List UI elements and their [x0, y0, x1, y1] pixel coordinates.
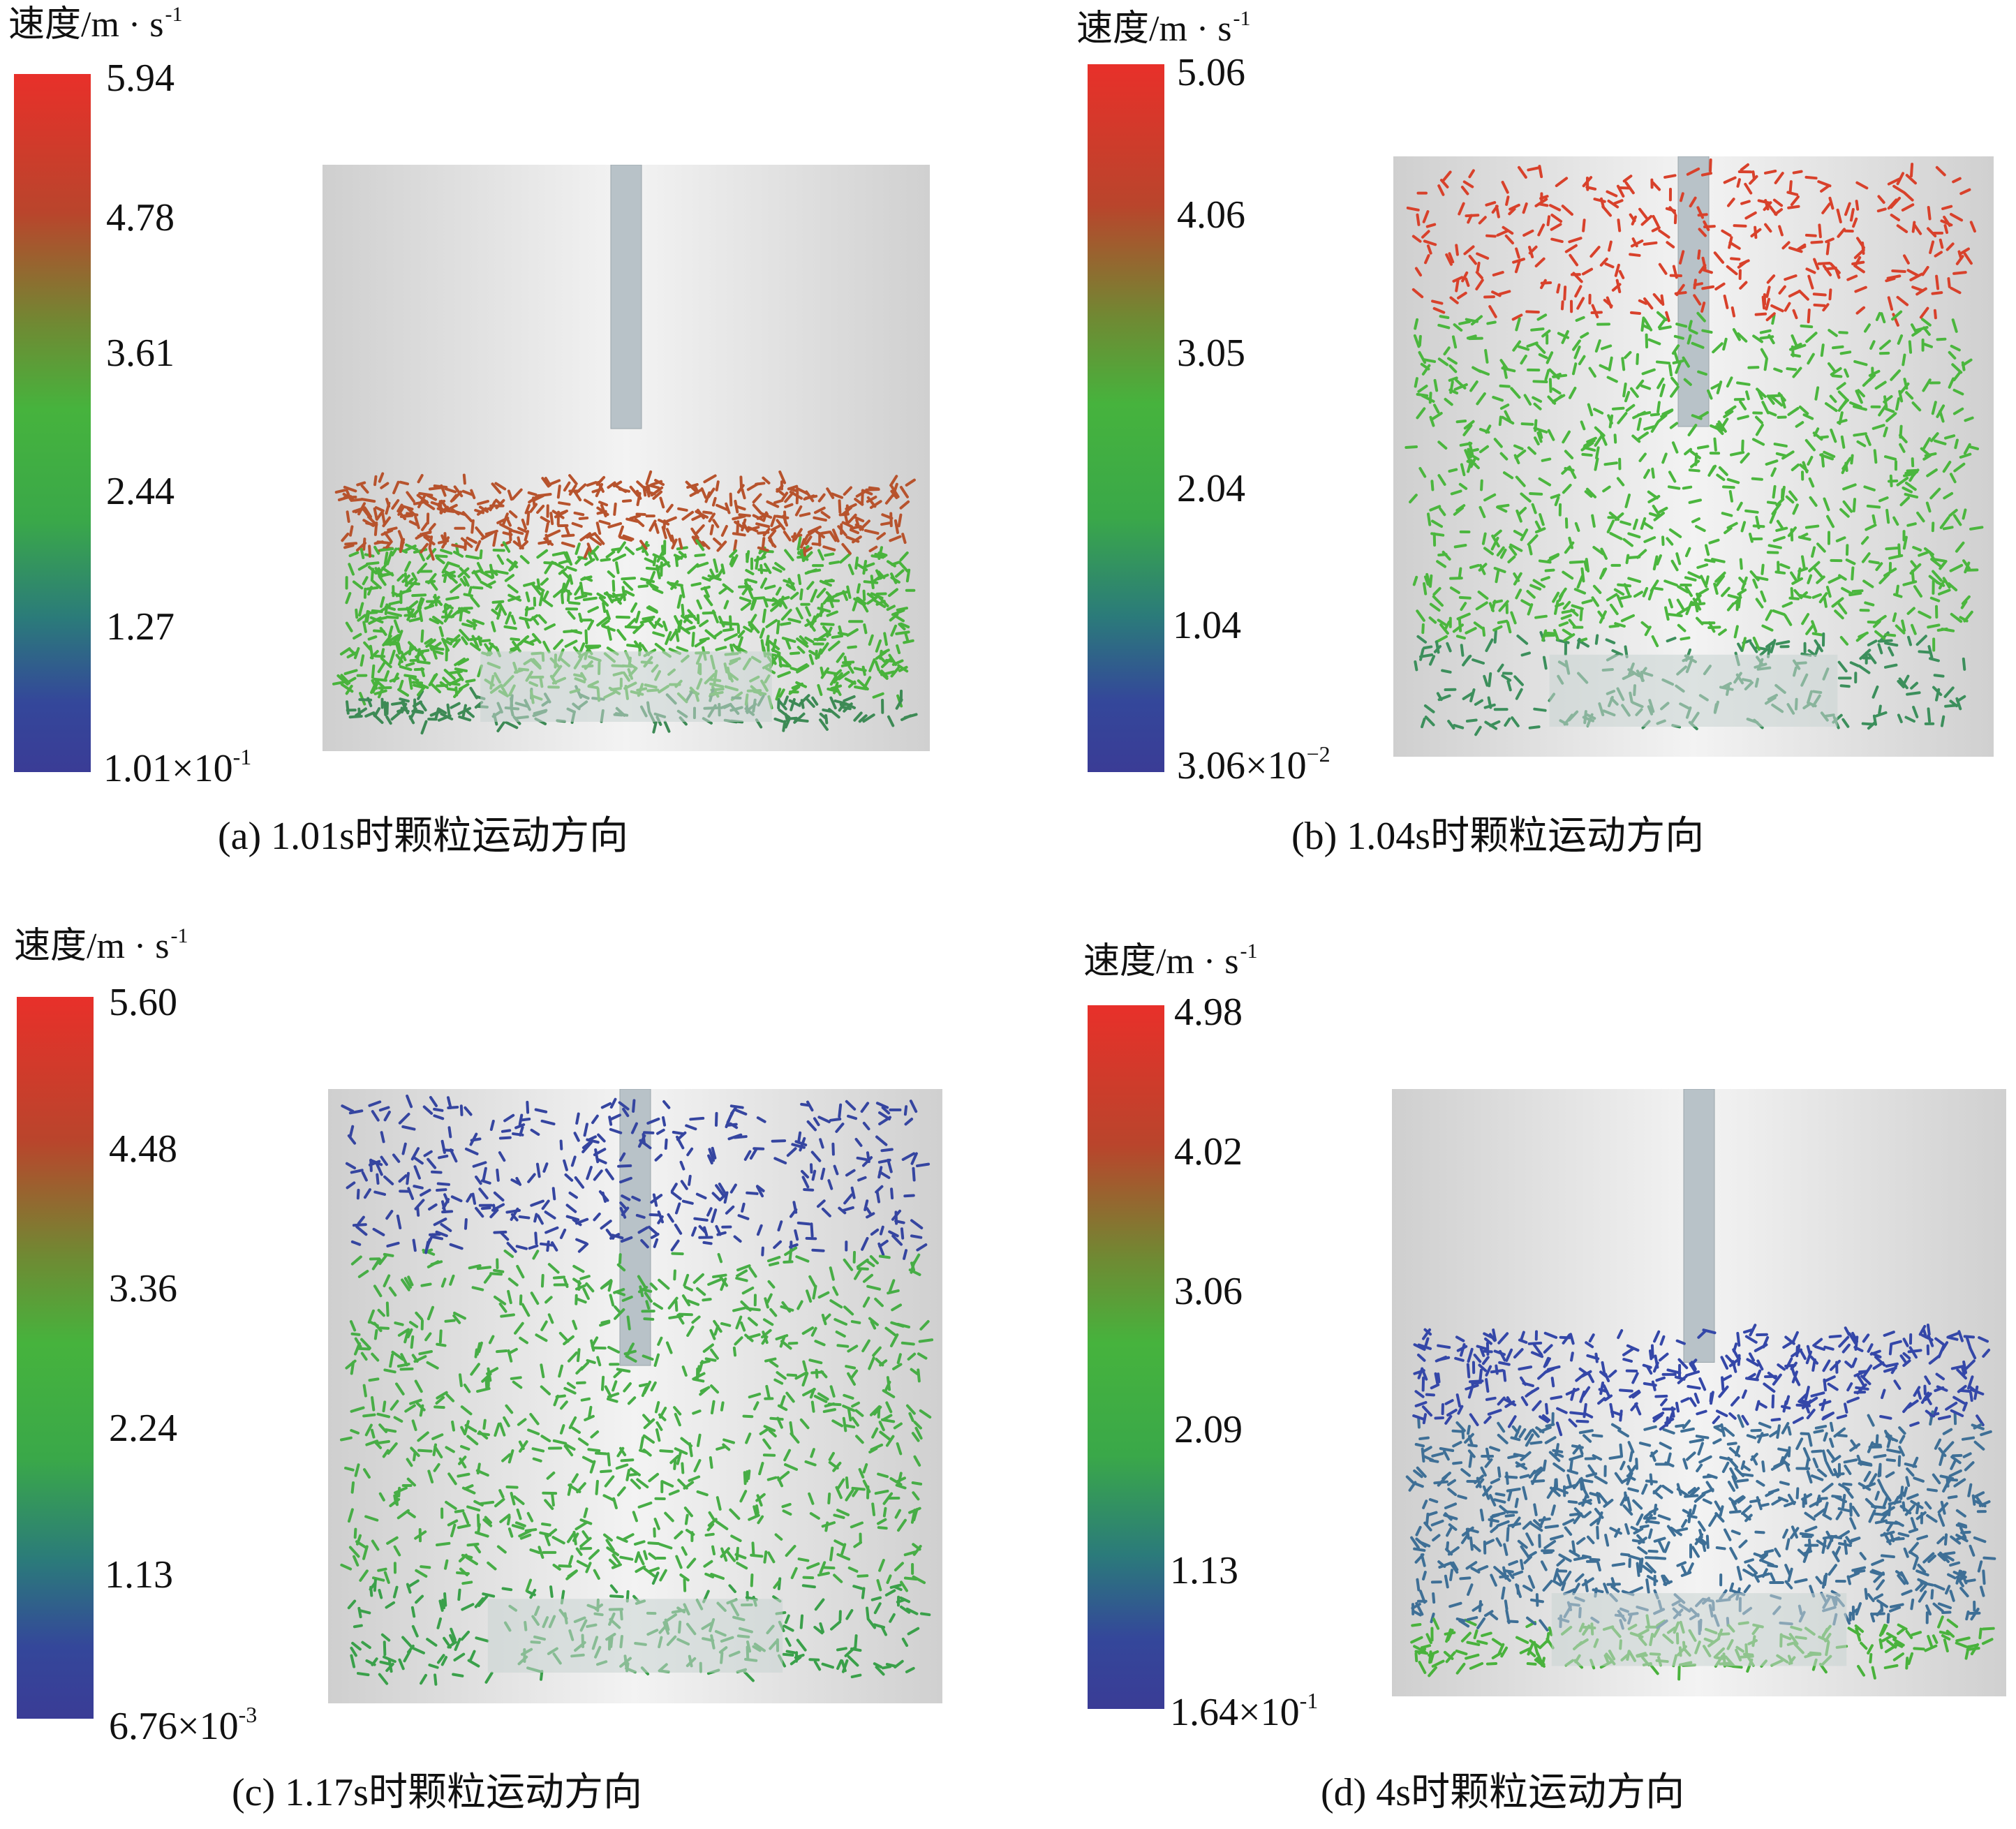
simulation-view-a	[323, 165, 930, 751]
tick-c-1: 4.48	[109, 1127, 177, 1171]
caption-a: (a) 1.01s时颗粒运动方向	[218, 815, 628, 858]
unit-label-b: 速度/m · s-1	[1076, 7, 1251, 49]
impeller-blades-d	[1551, 1593, 1847, 1666]
tick-b-0: 5.06	[1177, 51, 1245, 94]
caption-d: (d) 4s时颗粒运动方向	[1321, 1771, 1685, 1814]
tick-d-2: 3.06	[1174, 1270, 1243, 1313]
tank-render-a	[323, 165, 930, 751]
tick-a-3: 2.44	[106, 470, 175, 513]
tick-c-5: 6.76×10-3	[109, 1702, 258, 1748]
tick-c-0: 5.60	[109, 981, 177, 1024]
tick-b-3: 2.04	[1177, 467, 1245, 510]
simulation-view-b	[1393, 156, 1994, 757]
unit-label-c: 速度/m · s-1	[14, 924, 188, 966]
unit-label-d: 速度/m · s-1	[1083, 940, 1258, 982]
tick-a-4: 1.27	[106, 605, 175, 649]
caption-c: (c) 1.17s时颗粒运动方向	[232, 1771, 642, 1814]
tick-a-0: 5.94	[106, 57, 175, 100]
caption-b: (b) 1.04s时颗粒运动方向	[1291, 815, 1705, 858]
colorbar-a	[14, 74, 91, 772]
tick-c-2: 3.36	[109, 1267, 177, 1310]
tick-d-3: 2.09	[1174, 1408, 1243, 1451]
tick-d-1: 4.02	[1174, 1130, 1243, 1173]
colorbar-b	[1088, 64, 1164, 772]
tick-b-4: 1.04	[1173, 604, 1241, 647]
tick-d-5: 1.64×10-1	[1170, 1688, 1319, 1734]
impeller-blades-c	[487, 1599, 783, 1673]
simulation-view-d	[1392, 1089, 2006, 1696]
tick-b-1: 4.06	[1177, 193, 1245, 237]
tick-d-0: 4.98	[1174, 991, 1243, 1034]
tick-b-5: 3.06×10−2	[1177, 741, 1331, 787]
colorbar-d	[1088, 1005, 1164, 1709]
impeller-shaft-d	[1683, 1089, 1715, 1363]
tick-d-4: 1.13	[1170, 1549, 1238, 1592]
tick-a-1: 4.78	[106, 196, 175, 239]
tick-c-4: 1.13	[105, 1553, 173, 1597]
tick-b-2: 3.05	[1177, 332, 1245, 375]
impeller-blades-a	[480, 651, 772, 722]
tick-c-3: 2.24	[109, 1407, 177, 1450]
impeller-blades-b	[1549, 654, 1838, 727]
impeller-shaft-a	[610, 165, 642, 429]
unit-label-a: 速度/m · s-1	[8, 3, 183, 45]
tick-a-2: 3.61	[106, 332, 175, 375]
tank-render-b	[1393, 156, 1994, 757]
tick-a-5: 1.01×10-1	[103, 744, 252, 790]
simulation-view-c	[328, 1089, 942, 1703]
colorbar-c	[17, 997, 94, 1719]
tank-render-c	[328, 1089, 942, 1703]
tank-render-d	[1392, 1089, 2006, 1696]
